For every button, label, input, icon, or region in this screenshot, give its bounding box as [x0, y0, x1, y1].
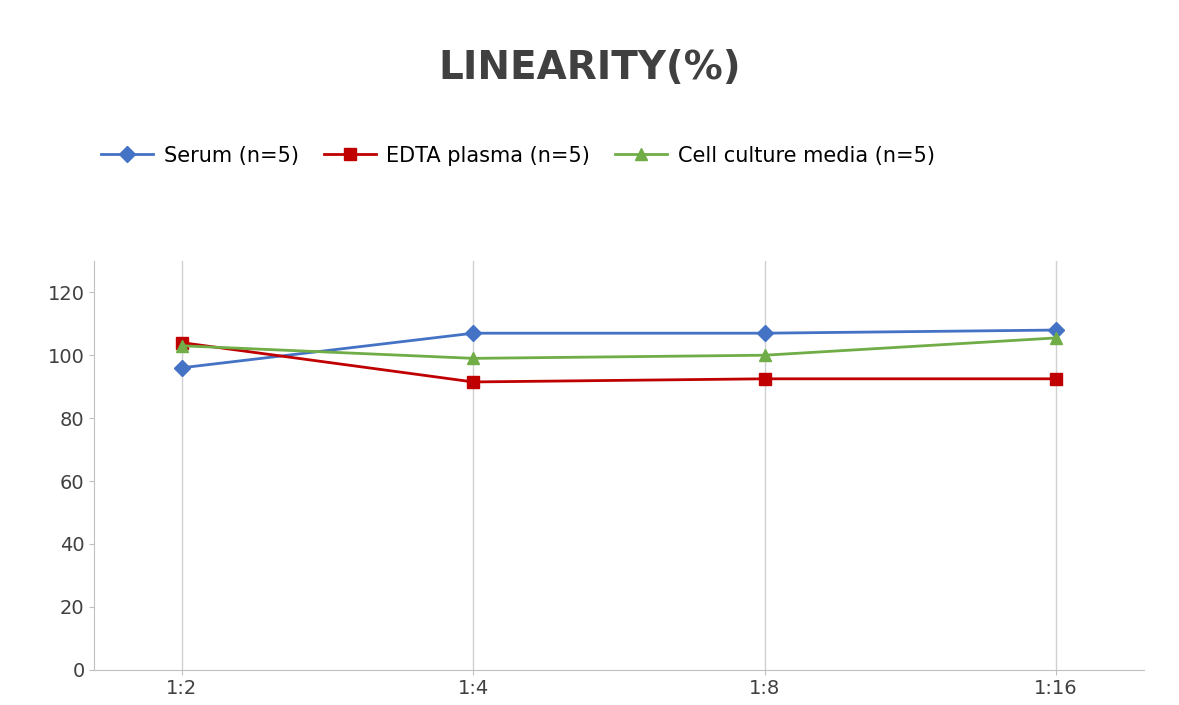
- Legend: Serum (n=5), EDTA plasma (n=5), Cell culture media (n=5): Serum (n=5), EDTA plasma (n=5), Cell cul…: [93, 137, 943, 174]
- EDTA plasma (n=5): [758, 374, 772, 383]
- Cell culture media (n=5): [174, 341, 189, 350]
- Line: Serum (n=5): Serum (n=5): [176, 324, 1062, 374]
- EDTA plasma (n=5): [174, 338, 189, 347]
- Serum (n=5): [466, 329, 480, 338]
- Serum (n=5): [758, 329, 772, 338]
- EDTA plasma (n=5): [466, 378, 480, 386]
- Cell culture media (n=5): [466, 354, 480, 362]
- Cell culture media (n=5): [758, 351, 772, 360]
- Cell culture media (n=5): [1049, 333, 1063, 342]
- Serum (n=5): [174, 364, 189, 372]
- EDTA plasma (n=5): [1049, 374, 1063, 383]
- Serum (n=5): [1049, 326, 1063, 334]
- Line: EDTA plasma (n=5): EDTA plasma (n=5): [176, 337, 1062, 388]
- Text: LINEARITY(%): LINEARITY(%): [439, 49, 740, 87]
- Line: Cell culture media (n=5): Cell culture media (n=5): [176, 332, 1062, 364]
